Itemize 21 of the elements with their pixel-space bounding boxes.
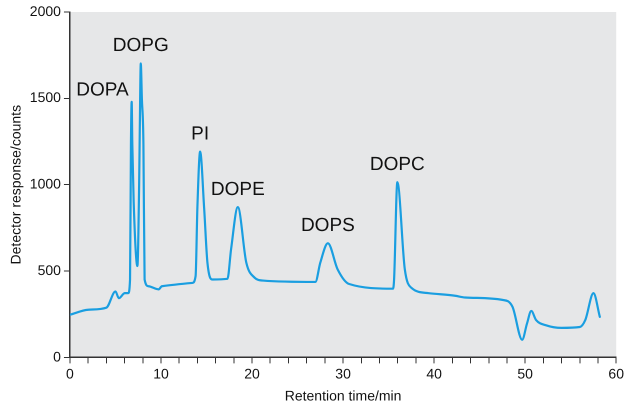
annotation: DOPE (210, 178, 265, 200)
annotation: PI (191, 123, 210, 144)
y-axis-title: Detector response/counts (7, 104, 24, 264)
annotation: DOPS (300, 214, 355, 236)
x-axis-title: Retention time/min (284, 387, 402, 404)
y-tick-label: 1500 (30, 89, 62, 106)
x-tick-label: 60 (608, 366, 624, 382)
x-tick-label: 30 (335, 366, 352, 382)
annotation: DOPA (76, 80, 129, 101)
x-tick-label: 40 (426, 366, 442, 382)
line-series (70, 62, 601, 341)
x-tick-label: 10 (153, 366, 169, 382)
y-tick-label: 0 (53, 348, 62, 364)
x-tick-label: 50 (517, 366, 534, 382)
annotation: DOPC (370, 154, 425, 176)
x-tick-label: 20 (244, 366, 260, 382)
y-tick-label: 2000 (30, 2, 62, 19)
annotation: DOPG (112, 35, 169, 56)
y-tick-label: 1000 (30, 176, 62, 192)
x-tick-label: 0 (66, 366, 74, 382)
y-tick-label: 500 (38, 262, 62, 278)
